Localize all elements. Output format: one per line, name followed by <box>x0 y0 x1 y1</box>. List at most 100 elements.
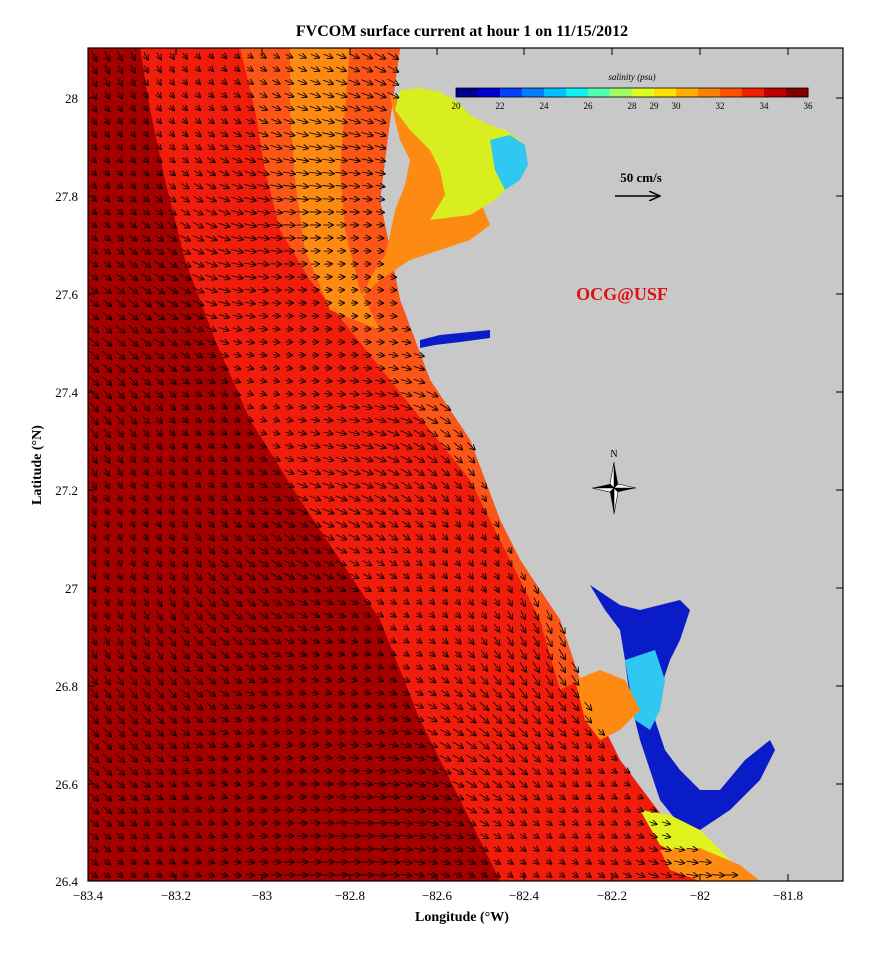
current-vector <box>283 185 295 187</box>
current-vector <box>285 368 292 369</box>
current-vector <box>90 274 98 279</box>
current-vector <box>244 211 256 214</box>
colorbar-tick: 20 <box>452 101 462 111</box>
current-vector <box>153 312 164 320</box>
current-vector <box>179 312 190 318</box>
current-vector <box>209 444 214 448</box>
current-vector <box>231 210 242 213</box>
current-vector <box>157 119 161 124</box>
current-vector <box>244 289 255 291</box>
tampa-bay-upper <box>395 88 525 220</box>
current-vector <box>115 337 124 346</box>
current-vector <box>179 260 191 266</box>
current-vector <box>167 247 177 254</box>
current-vector <box>259 393 266 395</box>
current-vector <box>323 67 332 71</box>
current-vector <box>128 312 137 319</box>
current-vector <box>144 119 148 124</box>
x-tick-label: −83 <box>252 888 272 903</box>
current-vector <box>154 351 163 359</box>
current-vector <box>154 377 163 385</box>
x-tick-label: −82 <box>690 888 710 903</box>
current-vector <box>221 93 226 97</box>
current-vector <box>90 428 98 438</box>
current-vector <box>193 196 203 202</box>
current-vector <box>247 54 252 58</box>
colorbar-title: salinity (psu) <box>608 72 655 82</box>
current-vector <box>141 273 150 280</box>
current-vector <box>91 77 97 86</box>
current-vector <box>153 286 164 293</box>
current-vector <box>258 290 268 291</box>
current-vector <box>141 234 150 241</box>
current-vector <box>218 301 229 304</box>
current-vector <box>348 67 359 71</box>
current-vector <box>322 836 334 837</box>
current-vector <box>335 119 347 122</box>
current-vector <box>207 145 215 149</box>
current-vector <box>257 237 269 238</box>
current-vector <box>89 402 98 412</box>
scale-label: 50 cm/s <box>620 170 662 185</box>
current-vector <box>335 67 346 71</box>
current-vector <box>413 392 425 396</box>
current-vector <box>218 223 229 227</box>
current-vector <box>115 324 124 332</box>
current-vector <box>258 316 267 317</box>
current-vector <box>102 312 112 320</box>
current-vector <box>183 93 187 97</box>
current-vector <box>192 287 204 293</box>
current-vector <box>157 79 161 85</box>
current-vector <box>361 53 372 59</box>
colorbar-swatch <box>610 88 633 97</box>
current-vector <box>105 171 109 175</box>
current-vector <box>91 223 96 227</box>
current-vector <box>220 367 227 370</box>
current-vector <box>244 198 255 201</box>
current-vector <box>272 316 280 317</box>
current-vector <box>167 234 176 241</box>
current-vector <box>413 379 424 383</box>
current-vector <box>361 119 372 123</box>
current-vector <box>105 131 109 136</box>
current-vector <box>348 432 359 435</box>
current-vector <box>196 80 200 84</box>
current-vector <box>90 249 97 254</box>
current-vector <box>105 77 109 86</box>
current-vector <box>183 67 187 72</box>
current-vector <box>376 212 384 213</box>
current-vector <box>387 52 398 59</box>
current-vector <box>221 431 226 434</box>
current-vector <box>375 355 384 356</box>
current-vector <box>179 325 190 331</box>
current-vector <box>234 432 239 435</box>
y-axis-label: Latitude (°N) <box>30 425 45 505</box>
current-vector <box>218 210 230 214</box>
current-vector <box>389 329 396 330</box>
current-vector <box>117 210 122 215</box>
colorbar-tick: 30 <box>672 101 682 111</box>
current-vector <box>322 93 334 97</box>
current-vector <box>129 429 136 436</box>
current-vector <box>309 185 321 186</box>
current-vector <box>231 289 243 291</box>
current-vector <box>233 354 240 356</box>
current-vector <box>154 364 163 372</box>
current-vector <box>103 428 110 437</box>
current-vector <box>235 67 240 71</box>
current-vector <box>245 302 254 304</box>
current-vector <box>179 235 190 240</box>
current-vector <box>401 354 410 356</box>
current-vector <box>141 260 151 267</box>
current-vector <box>388 354 398 355</box>
current-vector <box>245 119 254 123</box>
current-vector <box>247 432 253 435</box>
current-vector <box>192 326 203 332</box>
current-vector <box>183 119 187 123</box>
current-vector <box>131 91 135 98</box>
current-vector <box>205 235 217 240</box>
current-vector <box>361 92 372 97</box>
current-vector <box>298 419 305 421</box>
current-vector <box>247 419 253 421</box>
current-vector <box>362 199 372 200</box>
